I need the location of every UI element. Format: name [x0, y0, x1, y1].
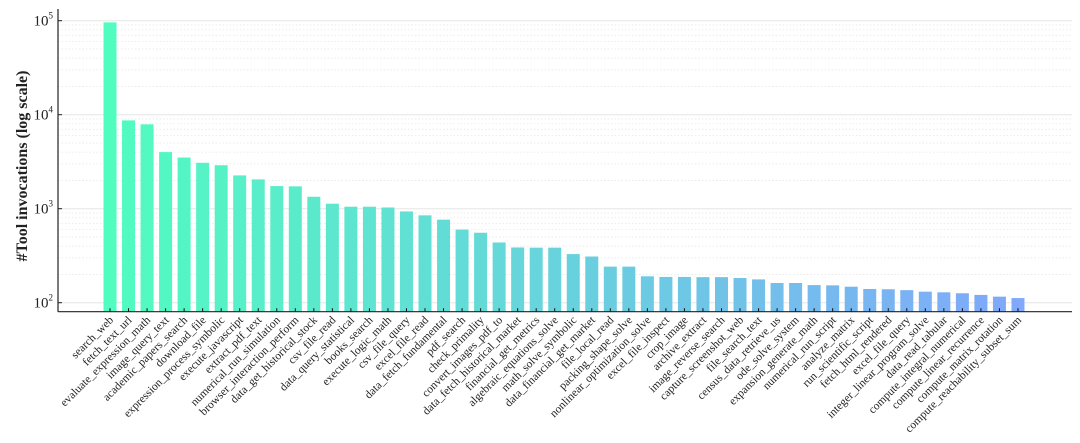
- bar: [103, 22, 117, 312]
- bar: [696, 277, 710, 312]
- grid: [58, 20, 1072, 304]
- bar: [752, 279, 766, 312]
- bar: [733, 278, 747, 312]
- bar: [122, 120, 136, 312]
- bar: [214, 165, 228, 312]
- bar: [789, 283, 803, 312]
- bar: [307, 196, 321, 312]
- bar: [399, 211, 413, 312]
- bar: [1011, 298, 1025, 312]
- bar: [807, 285, 821, 312]
- bar: [918, 291, 932, 312]
- bar: [325, 203, 339, 312]
- bar: [659, 276, 673, 312]
- bar: [474, 232, 488, 312]
- y-tick-label: 102: [34, 293, 54, 312]
- y-tick-label: 104: [34, 105, 54, 124]
- bar: [826, 285, 840, 312]
- bar: [937, 292, 951, 312]
- bar: [251, 179, 265, 312]
- bar: [585, 256, 599, 312]
- bar: [566, 254, 580, 312]
- y-tick-label: 103: [34, 199, 54, 218]
- bar: [677, 276, 691, 312]
- x-tick-labels: search_webfetch_text_urlevaluate_express…: [58, 314, 1024, 436]
- bar: [770, 283, 784, 312]
- bar: [974, 294, 988, 312]
- bar: [455, 229, 469, 312]
- y-ticks: 102 103 104 105: [34, 11, 62, 312]
- bar: [881, 289, 895, 312]
- bar: [603, 266, 617, 312]
- bar: [900, 290, 914, 312]
- bar: [177, 157, 191, 312]
- bar: [622, 266, 636, 312]
- y-tick-label: 105: [34, 11, 54, 30]
- bar: [196, 162, 210, 312]
- bar: [270, 186, 284, 312]
- bar: [344, 206, 358, 312]
- bar: [992, 296, 1006, 312]
- bar: [492, 242, 506, 312]
- bar: [233, 175, 247, 312]
- bar: [844, 286, 858, 312]
- bars: [103, 22, 1025, 312]
- bar: [288, 186, 302, 312]
- bar: [955, 293, 969, 312]
- bar: [640, 276, 654, 312]
- axes: [57, 9, 1072, 313]
- bar: [381, 207, 395, 312]
- bar: [714, 277, 728, 312]
- y-axis-title: #Tool invocations (log scale): [14, 71, 31, 262]
- bar: [140, 124, 154, 312]
- bar: [511, 247, 525, 312]
- bar: [529, 247, 543, 312]
- bar: [159, 152, 173, 312]
- bar: [437, 219, 451, 312]
- bar: [863, 288, 877, 312]
- bar: [548, 247, 562, 312]
- bar: [418, 215, 432, 312]
- bar: [362, 206, 376, 312]
